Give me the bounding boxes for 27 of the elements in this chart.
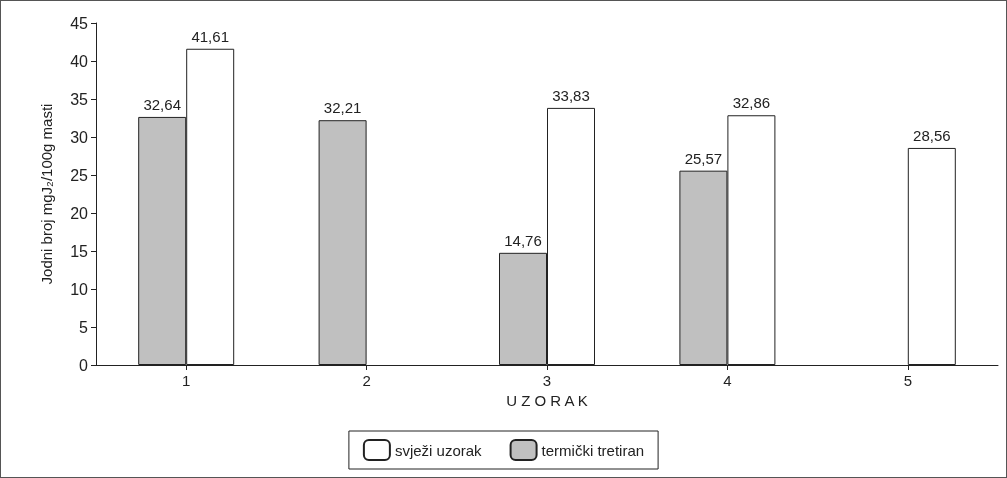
data-label: 41,61 xyxy=(191,27,229,45)
data-label: 32,21 xyxy=(323,99,362,117)
y-tick-label: 35 xyxy=(70,90,89,108)
y-tick-label: 40 xyxy=(70,52,89,70)
y-tick-label: 10 xyxy=(70,280,89,298)
x-tick-label: 5 xyxy=(903,372,912,389)
data-label: 33,83 xyxy=(552,86,590,104)
data-label: 28,56 xyxy=(913,126,951,144)
data-label: 25,57 xyxy=(684,149,723,167)
x-tick-label: 2 xyxy=(362,372,371,389)
y-axis-title: Jodni broj mgJ₂/100g masti xyxy=(38,103,55,285)
data-label: 14,76 xyxy=(504,231,542,249)
y-tick-label: 0 xyxy=(79,356,89,374)
y-tick-label: 45 xyxy=(70,14,89,32)
x-tick-label: 1 xyxy=(182,372,191,389)
x-tick-label: 3 xyxy=(542,372,552,389)
y-tick-label: 20 xyxy=(70,204,89,222)
data-label: 32,64 xyxy=(143,95,181,113)
y-tick-label: 5 xyxy=(79,318,89,336)
y-tick-label: 30 xyxy=(70,128,89,146)
x-tick-label: 4 xyxy=(723,372,732,389)
data-label: 32,86 xyxy=(732,94,771,112)
y-tick-label: 15 xyxy=(70,242,89,260)
legend-label: svježi uzorak xyxy=(394,441,483,459)
legend-label: termički tretiran xyxy=(541,441,645,459)
y-tick-label: 25 xyxy=(70,166,89,184)
x-axis-title: U Z O R A K xyxy=(506,391,588,409)
